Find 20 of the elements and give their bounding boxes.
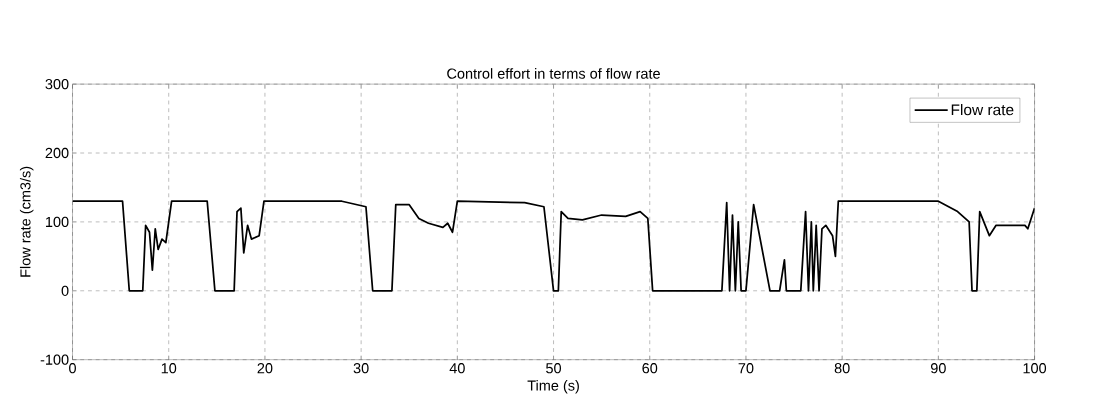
- x-tick-label: 80: [834, 363, 850, 374]
- x-tick-label: 90: [930, 363, 946, 374]
- x-tick-label: 40: [449, 363, 465, 374]
- x-tick-label: 0: [69, 363, 76, 374]
- x-tick-label: 10: [161, 363, 177, 374]
- y-tick-label: 300: [45, 79, 69, 90]
- x-tick-label: 50: [546, 363, 562, 374]
- legend-label: Flow rate: [951, 103, 1014, 116]
- y-axis-title: Flow rate (cm3/s): [19, 166, 34, 277]
- y-tick-label: 200: [45, 147, 69, 159]
- chart-title: Control effort in terms of flow rate: [447, 68, 660, 79]
- x-tick-label: 60: [642, 363, 658, 374]
- x-axis-title: Time (s): [527, 380, 579, 394]
- x-tick-label: 70: [738, 363, 754, 374]
- y-tick-label: -100: [40, 354, 69, 365]
- y-tick-label: 100: [46, 216, 69, 228]
- x-tick-label: 30: [353, 363, 369, 374]
- x-tick-label: 100: [1023, 363, 1047, 374]
- x-tick-label: 20: [257, 363, 273, 374]
- y-tick-label: 0: [61, 285, 69, 296]
